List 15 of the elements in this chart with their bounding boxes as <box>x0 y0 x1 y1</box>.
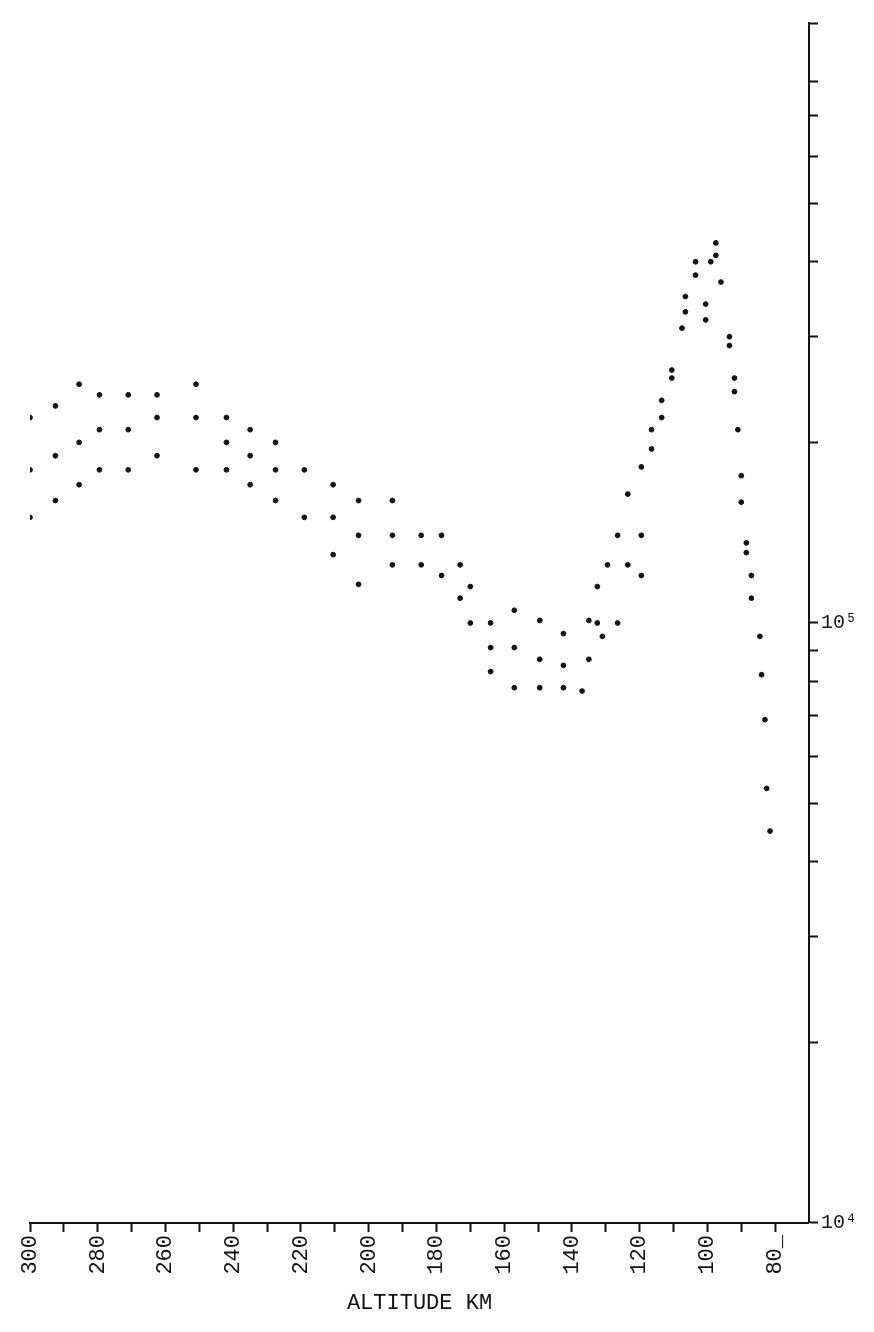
x-tick-label: 200 <box>356 1234 382 1275</box>
x-tick-label: 180 <box>424 1234 450 1275</box>
x-tick-label: 100 <box>695 1234 721 1275</box>
x-tick-label: 280 <box>85 1234 111 1275</box>
x-axis-title: ALTITUDE KM <box>346 1290 493 1316</box>
x-tick-label: 260 <box>153 1234 179 1275</box>
x-tick-label: 160 <box>492 1234 517 1275</box>
x-tick-label: 300 <box>17 1234 43 1275</box>
x-tick-label: 120 <box>627 1234 653 1275</box>
x-tick-label: 80_ <box>762 1234 788 1275</box>
x-tick-label: 220 <box>288 1234 314 1275</box>
y-tick-label: 10⁴ <box>820 1211 858 1235</box>
y-tick-label: 10⁵ <box>820 611 858 635</box>
x-tick-label: 140 <box>559 1234 585 1275</box>
x-tick-label: 240 <box>221 1234 247 1275</box>
